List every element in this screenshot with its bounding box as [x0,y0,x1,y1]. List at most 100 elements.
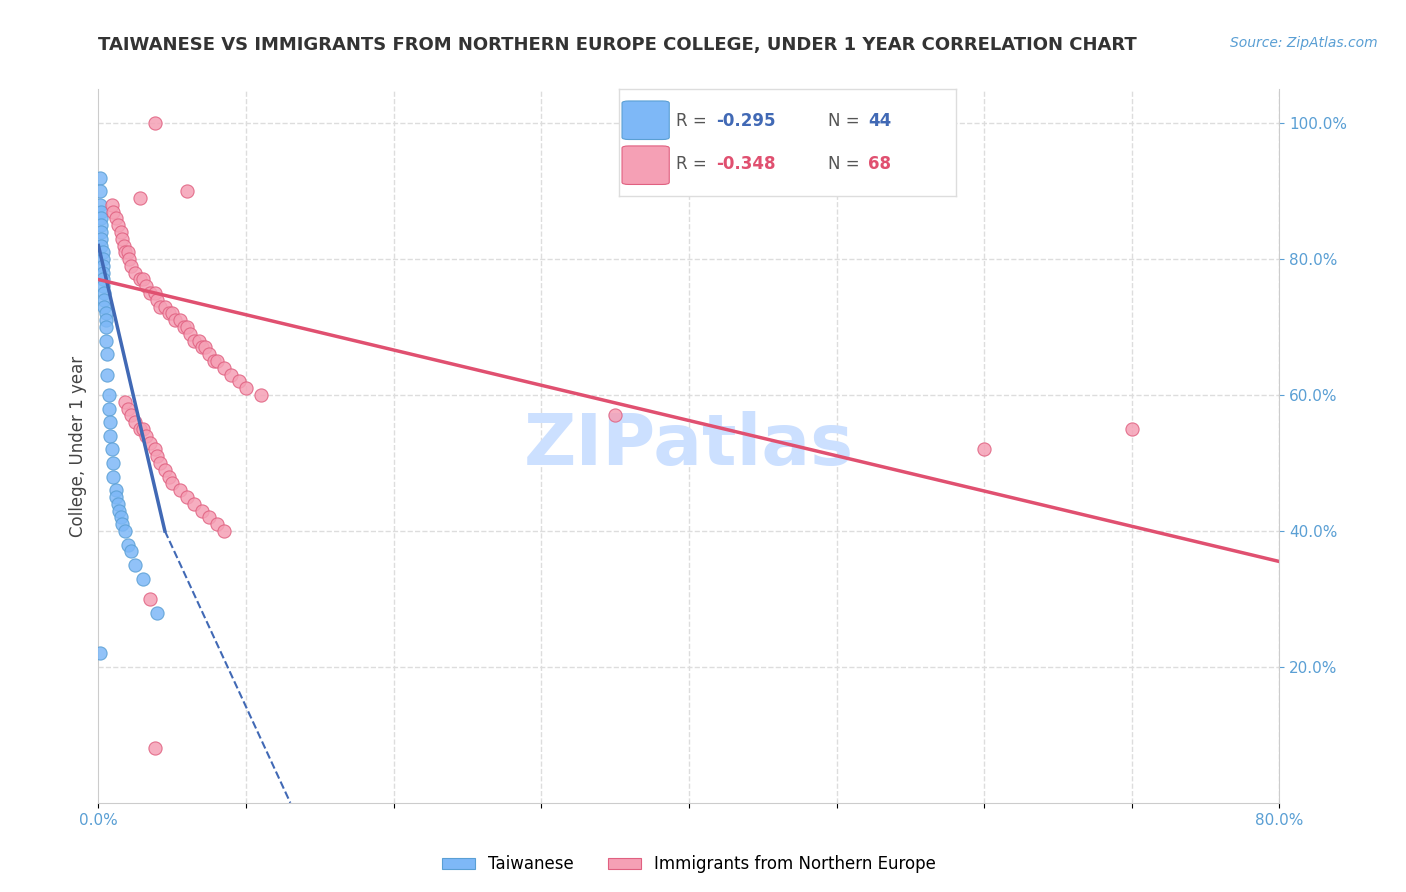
Point [219,368,242,382]
Text: N =: N = [828,112,865,130]
Point [114,394,136,409]
Point [111,517,134,532]
FancyBboxPatch shape [621,101,669,139]
Point [117,245,139,260]
Point [250,388,273,402]
Point [124,415,146,429]
Point [96,368,118,382]
Point [117,401,139,416]
Text: ZIPatlas: ZIPatlas [524,411,853,481]
Point [194,341,217,355]
Point [205,517,228,532]
Point [91,279,114,293]
Text: R =: R = [676,112,711,130]
Point [94,334,117,348]
Point [100,442,122,457]
Point [107,497,129,511]
Point [132,572,155,586]
Point [117,537,139,551]
Point [111,232,134,246]
Legend: Taiwanese, Immigrants from Northern Europe: Taiwanese, Immigrants from Northern Euro… [434,849,943,880]
Point [90,218,112,232]
Text: R =: R = [676,155,711,173]
Point [94,306,117,320]
Point [112,238,135,252]
Point [605,409,627,423]
Point [176,184,198,198]
Point [198,347,221,361]
Point [165,313,187,327]
Point [110,510,132,524]
Point [93,300,115,314]
Point [157,306,180,320]
Point [124,266,146,280]
Point [128,422,150,436]
Point [120,409,142,423]
Point [162,476,183,491]
Point [143,741,166,756]
Point [149,456,172,470]
Point [169,313,191,327]
Text: N =: N = [828,155,865,173]
Text: 68: 68 [869,155,891,173]
Point [98,415,121,429]
Point [91,272,114,286]
Point [98,429,121,443]
Point [146,293,169,307]
Point [162,306,183,320]
Point [128,272,150,286]
Point [205,354,228,368]
Point [153,300,176,314]
Point [128,191,150,205]
Point [89,170,111,185]
Point [108,503,131,517]
Point [235,381,257,395]
Point [179,326,201,341]
Point [97,388,120,402]
Point [153,463,176,477]
Point [96,347,118,361]
Point [143,442,166,457]
Point [94,320,117,334]
Point [973,442,995,457]
Point [103,469,125,483]
Point [105,483,128,498]
Y-axis label: College, Under 1 year: College, Under 1 year [69,355,87,537]
Point [132,422,155,436]
Point [89,198,111,212]
Point [176,490,198,504]
Point [90,225,112,239]
Point [91,266,114,280]
Point [143,116,166,130]
Point [176,320,198,334]
Text: -0.295: -0.295 [717,112,776,130]
Text: TAIWANESE VS IMMIGRANTS FROM NORTHERN EUROPE COLLEGE, UNDER 1 YEAR CORRELATION C: TAIWANESE VS IMMIGRANTS FROM NORTHERN EU… [98,36,1137,54]
Point [120,259,142,273]
Point [118,252,141,266]
Point [132,272,155,286]
Point [93,293,115,307]
Point [103,204,125,219]
Point [91,252,114,266]
Point [149,300,172,314]
Point [107,218,129,232]
Point [183,334,205,348]
Text: Source: ZipAtlas.com: Source: ZipAtlas.com [1230,36,1378,50]
Point [90,204,112,219]
Point [183,497,205,511]
Point [157,469,180,483]
Point [105,490,128,504]
Point [1121,422,1143,436]
Point [135,429,157,443]
Text: -0.348: -0.348 [717,155,776,173]
Point [90,232,112,246]
Point [173,320,195,334]
Point [139,286,162,301]
Point [139,591,162,606]
Point [91,245,114,260]
Point [124,558,146,572]
Point [94,313,117,327]
Text: 44: 44 [869,112,891,130]
Point [212,524,235,538]
Point [202,354,225,368]
